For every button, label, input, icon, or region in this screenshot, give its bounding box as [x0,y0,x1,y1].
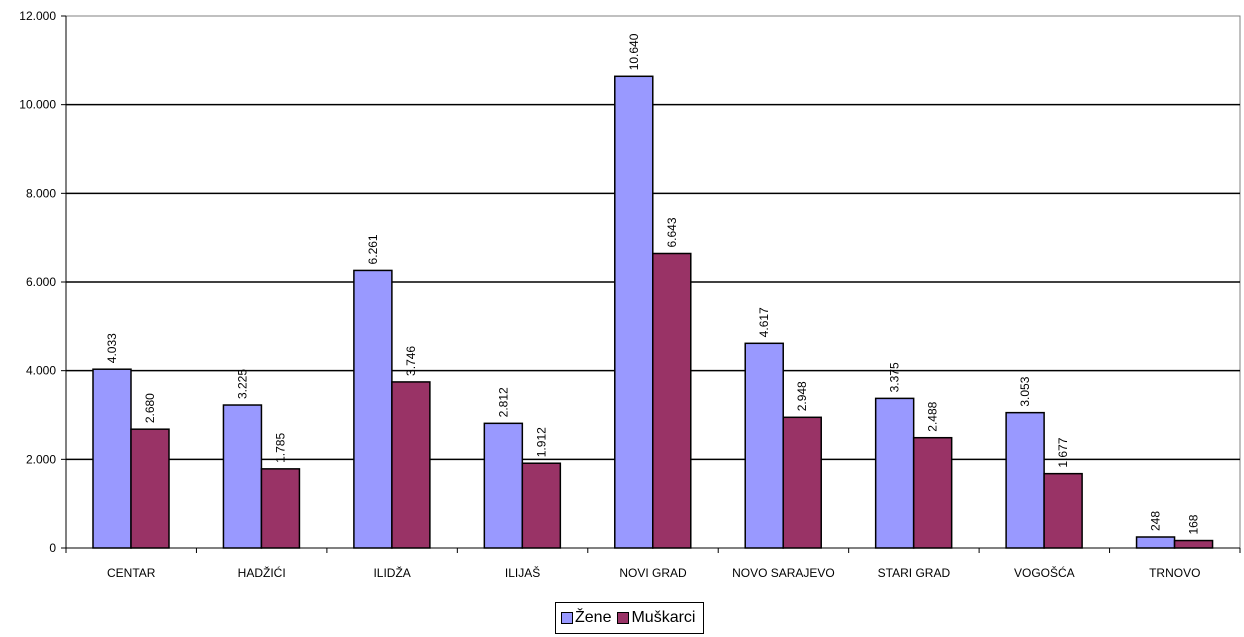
bar [1135,536,1176,549]
data-label: 2.488 [926,401,940,431]
bar [614,75,654,549]
legend-item-muskarci: Muškarci [617,609,695,627]
data-label: 3.225 [235,369,249,399]
data-label: 2.812 [496,387,510,417]
x-category-label: ILIJAŠ [505,565,540,580]
y-tick-label: 0 [49,541,56,555]
bar [912,436,953,549]
bar [1005,411,1045,549]
legend: Žene Muškarci [555,602,705,634]
legend-swatch-muskarci [617,612,630,624]
bar [874,397,915,549]
x-category-label: STARI GRAD [878,566,951,580]
data-label: 1.785 [273,433,287,463]
data-label: 1.677 [1056,437,1070,467]
x-category-label: ILIDŽA [373,565,410,580]
x-category-label: CENTAR [107,566,156,580]
data-label: 6.643 [665,217,679,247]
data-label: 3.053 [1018,376,1032,406]
x-category-label: TRNOVO [1149,566,1200,580]
data-label: 3.746 [404,346,418,376]
bar [652,252,692,549]
data-label: 168 [1187,514,1201,534]
legend-label-zene: Žene [575,609,612,626]
bars [92,75,1214,549]
bar [782,416,822,549]
y-tick-label: 6.000 [26,275,56,289]
y-tick-label: 12.000 [19,9,56,23]
bar-chart: 4.033 2.680 3.225 1.785 6.261 3.746 2.812 1.912… [19,9,1241,580]
bar [521,462,562,549]
bar [222,404,263,549]
bar [391,381,431,549]
bar [1173,539,1214,549]
legend-label-muskarci: Muškarci [631,609,696,626]
data-label: 248 [1149,511,1163,531]
y-tick-label: 2.000 [26,452,56,466]
y-tick-label: 8.000 [26,186,56,200]
legend-swatch-zene [561,612,573,624]
x-category-label: HADŽIĆI [238,565,286,580]
data-label: 4.617 [757,307,771,337]
data-labels: 4.033 2.680 3.225 1.785 6.261 3.746 2.812 1.912… [105,33,1201,534]
bar [130,428,170,549]
bar [744,342,784,549]
bar [1043,472,1083,549]
data-label: 4.033 [105,333,119,363]
x-category-label: VOGOŠĆA [1014,565,1075,580]
x-category-label: NOVO SARAJEVO [732,566,835,580]
data-label: 2.948 [795,381,809,411]
legend-item-zene: Žene [561,609,611,627]
data-label: 3.375 [888,362,902,392]
axes: 0 2.000 4.000 6.000 8.000 10.000 12.000 CENTAR H… [19,9,1241,580]
data-label: 1.912 [534,427,548,457]
bar [260,468,301,549]
bar [92,368,132,549]
bar [483,422,524,549]
data-label: 2.680 [143,393,157,423]
bar [353,269,393,549]
x-category-label: NOVI GRAD [619,566,687,580]
data-label: 6.261 [366,234,380,264]
y-tick-label: 10.000 [19,98,56,112]
data-label: 10.640 [627,33,641,70]
y-tick-label: 4.000 [26,364,56,378]
